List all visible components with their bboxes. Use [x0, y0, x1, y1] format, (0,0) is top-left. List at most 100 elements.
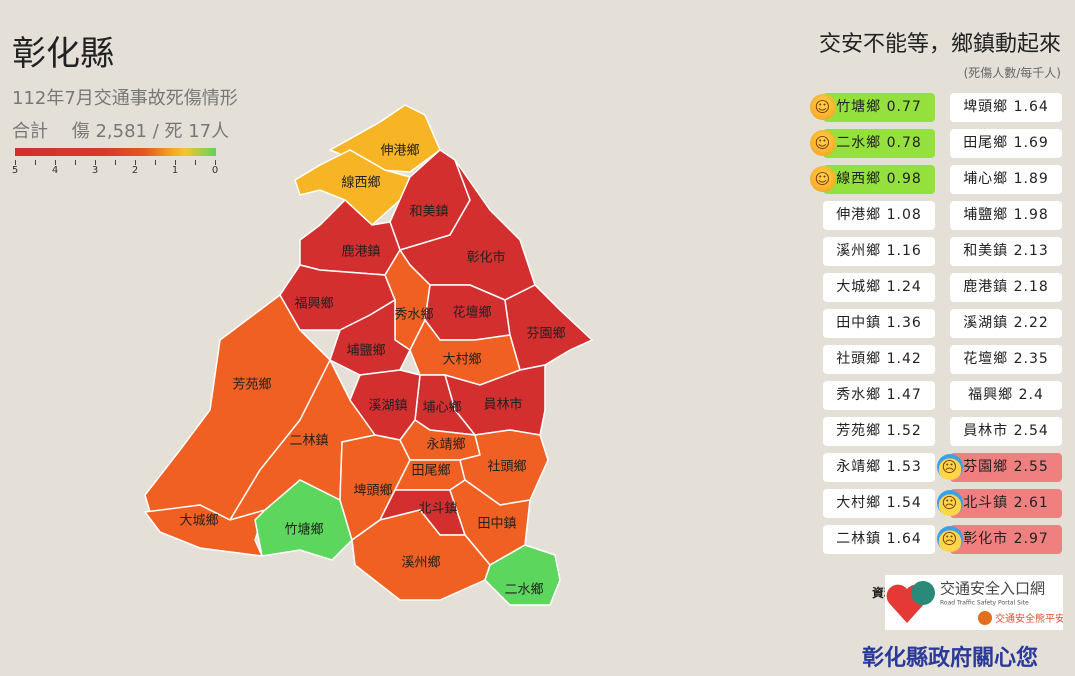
- region-label: 竹塘鄉: [284, 522, 323, 538]
- ranking-item: ☹ 北斗鎮 2.61: [937, 489, 1062, 518]
- scale-tick-label: 0: [211, 165, 219, 176]
- ranking-item: ☺ 二水鄉 0.78: [810, 129, 935, 158]
- ranking-label: 芬園鄉 2.55: [963, 459, 1049, 475]
- ranking-label: 伸港鄉 1.08: [836, 207, 922, 223]
- region-label: 鹿港鎮: [341, 244, 380, 260]
- ranking-item: 溪州鄉 1.16: [823, 237, 935, 266]
- scale-tick: [215, 160, 216, 165]
- scale-tick-label: 1: [171, 165, 179, 176]
- ranking-label: 二水鄉 0.78: [836, 135, 922, 151]
- ranking-item: 伸港鄉 1.08: [823, 201, 935, 230]
- region-label: 秀水鄉: [394, 307, 433, 323]
- region-label: 二林鎮: [289, 433, 328, 449]
- smiling-face-icon: ☺: [810, 94, 836, 120]
- ranking-item: 二林鎮 1.64: [823, 525, 935, 554]
- ranking-item: 永靖鄉 1.53: [823, 453, 935, 482]
- region-label: 福興鄉: [294, 296, 333, 312]
- smiling-face-icon: ☺: [810, 130, 836, 156]
- ranking-label: 溪湖鎮 2.22: [963, 315, 1049, 331]
- smiling-face-icon: ☺: [810, 166, 836, 192]
- logo-title: 交通安全入口網: [940, 580, 1045, 598]
- worried-face-icon: ☹: [937, 526, 963, 552]
- subtitle: 112年7月交通事故死傷情形: [12, 88, 238, 109]
- ranking-label: 秀水鄉 1.47: [836, 387, 922, 403]
- ranking-item: 和美鎮 2.13: [950, 237, 1062, 266]
- region-label: 花壇鄉: [452, 305, 491, 321]
- region-label: 北斗鎮: [418, 501, 457, 517]
- ranking-label: 埔鹽鄉 1.98: [963, 207, 1049, 223]
- ranking-label: 竹塘鄉 0.77: [836, 99, 922, 115]
- scale-tick: [115, 160, 116, 165]
- ranking-item: ☺ 竹塘鄉 0.77: [810, 93, 935, 122]
- ranking-item: 花壇鄉 2.35: [950, 345, 1062, 374]
- ranking-label: 二林鎮 1.64: [836, 531, 922, 547]
- ranking-label: 員林市 2.54: [963, 423, 1049, 439]
- scale-tick: [155, 160, 156, 165]
- region-label: 永靖鄉: [426, 437, 465, 453]
- worried-face-icon: ☹: [937, 490, 963, 516]
- traffic-safety-portal-logo[interactable]: 交通安全入口網 Road Traffic Safety Portal Site …: [885, 575, 1065, 630]
- ranking-item: 大城鄉 1.24: [823, 273, 935, 302]
- region-label: 芬園鄉: [526, 326, 565, 342]
- ranking-label: 芳苑鄉 1.52: [836, 423, 922, 439]
- ranking-item: 埔心鄉 1.89: [950, 165, 1062, 194]
- region-label: 線西鄉: [341, 175, 380, 191]
- scale-tick: [195, 160, 196, 165]
- ranking-label: 埤頭鄉 1.64: [963, 99, 1049, 115]
- bear-icon: [978, 611, 992, 625]
- scale-tick: [15, 160, 16, 165]
- ranking-item: ☺ 線西鄉 0.98: [810, 165, 935, 194]
- ranking-label: 永靖鄉 1.53: [836, 459, 922, 475]
- scale-tick: [135, 160, 136, 165]
- ranking-item: 員林市 2.54: [950, 417, 1062, 446]
- region-label: 溪湖鎮: [368, 398, 407, 414]
- scale-tick: [55, 160, 56, 165]
- region-label: 大村鄉: [442, 352, 481, 368]
- region-竹塘鄉[interactable]: [254, 479, 353, 561]
- ranking-item: 田尾鄉 1.69: [950, 129, 1062, 158]
- ranking-label: 大城鄉 1.24: [836, 279, 922, 295]
- ranking-label: 田中鎮 1.36: [836, 315, 922, 331]
- scale-tick: [35, 160, 36, 165]
- scale-tick-label: 4: [51, 165, 59, 176]
- ranking-label: 花壇鄉 2.35: [963, 351, 1049, 367]
- region-二水鄉[interactable]: [484, 544, 561, 606]
- region-label: 員林市: [483, 397, 522, 413]
- ranking-item: ☹ 芬園鄉 2.55: [937, 453, 1062, 482]
- ranking-item: 秀水鄉 1.47: [823, 381, 935, 410]
- car-icon: [911, 581, 935, 605]
- region-大城鄉[interactable]: [143, 504, 267, 557]
- logo-tagline: 交通安全熊平安: [995, 612, 1063, 625]
- ranking-item: 埔鹽鄉 1.98: [950, 201, 1062, 230]
- color-scale-bar: [15, 148, 216, 156]
- region-label: 埔心鄉: [422, 400, 461, 416]
- region-label: 社頭鄉: [487, 459, 526, 475]
- ranking-item: 福興鄉 2.4: [950, 381, 1062, 410]
- logo-subtitle: Road Traffic Safety Portal Site: [940, 600, 1029, 607]
- ranking-label: 埔心鄉 1.89: [963, 171, 1049, 187]
- unit-label: (死傷人數/每千人): [963, 66, 1061, 80]
- scale-tick: [95, 160, 96, 165]
- scale-tick-label: 5: [11, 165, 19, 176]
- ranking-item: 大村鄉 1.54: [823, 489, 935, 518]
- ranking-item: 鹿港鎮 2.18: [950, 273, 1062, 302]
- region-label: 埔鹽鄉: [346, 343, 385, 359]
- scale-tick-label: 2: [131, 165, 139, 176]
- ranking-label: 福興鄉 2.4: [968, 387, 1044, 403]
- footer-message: 彰化縣政府關心您: [862, 646, 1039, 671]
- region-label: 田尾鄉: [411, 463, 450, 479]
- ranking-label: 大村鄉 1.54: [836, 495, 922, 511]
- scale-tick: [175, 160, 176, 165]
- region-label: 和美鎮: [409, 204, 448, 220]
- region-label: 二水鄉: [504, 582, 543, 598]
- ranking-label: 社頭鄉 1.42: [836, 351, 922, 367]
- region-label: 埤頭鄉: [353, 483, 392, 499]
- scale-tick-label: 3: [91, 165, 99, 176]
- ranking-label: 田尾鄉 1.69: [963, 135, 1049, 151]
- ranking-item: 社頭鄉 1.42: [823, 345, 935, 374]
- page-title: 彰化縣: [12, 34, 114, 74]
- ranking-item: ☹ 彰化市 2.97: [937, 525, 1062, 554]
- ranking-label: 鹿港鎮 2.18: [963, 279, 1049, 295]
- ranking-item: 芳苑鄉 1.52: [823, 417, 935, 446]
